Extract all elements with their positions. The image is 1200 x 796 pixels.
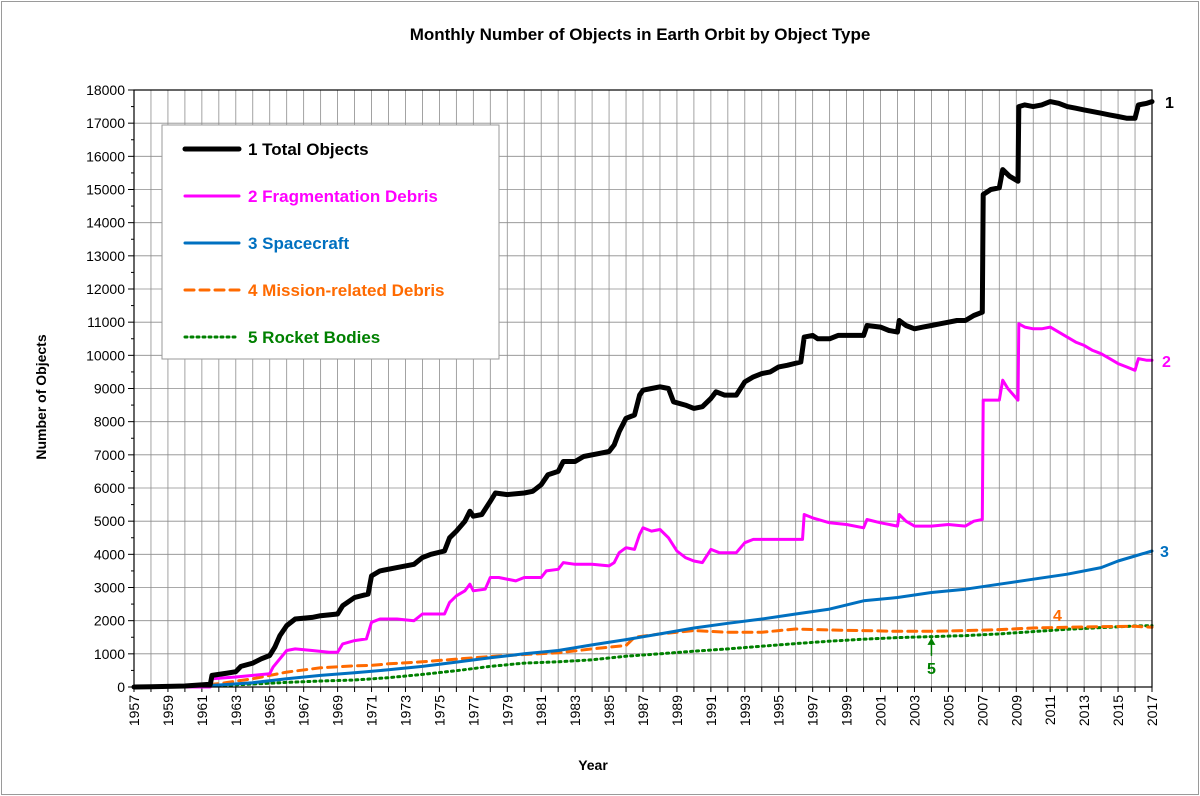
legend-label-frag: 2 Fragmentation Debris [248, 187, 438, 206]
series-end-label-total: 1 [1165, 95, 1174, 112]
x-tick-label: 1989 [669, 695, 685, 726]
x-tick-label: 1977 [465, 695, 481, 726]
axis-ticks: 0 1000 2000 3000 4000 5000 6000 7000 8000 9000 100… [86, 82, 1160, 726]
y-tick-label: 14000 [86, 215, 125, 231]
x-tick-label: 1969 [330, 695, 346, 726]
series-line-frag [132, 322, 1154, 689]
legend-label-spacecraft: 3 Spacecraft [248, 234, 349, 253]
y-tick-label: 4000 [94, 546, 125, 562]
y-tick-label: 11000 [87, 314, 125, 330]
x-tick-label: 1963 [228, 695, 244, 726]
legend-label-total: 1 Total Objects [248, 140, 369, 159]
y-tick-label: 6000 [94, 480, 125, 496]
y-tick-label: 0 [117, 679, 125, 695]
y-axis-label: Number of Objects [33, 334, 49, 459]
x-tick-label: 2015 [1110, 695, 1126, 726]
series-end-label-mission: 4 [1053, 608, 1062, 625]
y-tick-label: 16000 [86, 148, 125, 164]
y-tick-label: 15000 [86, 182, 125, 198]
x-tick-label: 2013 [1076, 695, 1092, 726]
series-line-spacecraft [132, 549, 1154, 689]
x-tick-label: 1997 [805, 695, 821, 726]
y-tick-label: 5000 [94, 513, 125, 529]
y-tick-label: 7000 [94, 447, 125, 463]
x-tick-label: 2003 [906, 695, 922, 726]
y-tick-label: 9000 [94, 381, 125, 397]
x-tick-label: 1985 [601, 695, 617, 726]
plot-area [133, 89, 1153, 688]
x-tick-label: 1983 [567, 695, 583, 726]
y-tick-label: 17000 [86, 115, 125, 131]
x-tick-label: 1961 [194, 695, 210, 726]
series-line-rocket [132, 624, 1154, 689]
y-tick-label: 2000 [94, 613, 125, 629]
x-tick-label: 1987 [635, 695, 651, 726]
x-tick-label: 1981 [533, 695, 549, 726]
series-line-total [131, 99, 1155, 690]
x-tick-label: 2011 [1042, 695, 1058, 725]
series-end-labels: 1 2 3 4 [1053, 95, 1174, 625]
series-end-label-frag: 2 [1162, 354, 1171, 371]
y-tick-label: 18000 [86, 82, 125, 98]
label-5-arrow: 5 [927, 661, 936, 678]
series-lines [131, 99, 1155, 690]
x-tick-label: 1957 [126, 695, 142, 726]
x-tick-label: 1967 [296, 695, 312, 726]
x-tick-label: 1975 [431, 695, 447, 726]
x-tick-label: 2005 [940, 695, 956, 726]
legend-label-rocket: 5 Rocket Bodies [248, 328, 380, 347]
x-tick-label: 1971 [364, 695, 380, 726]
x-tick-label: 2001 [873, 695, 889, 726]
y-tick-label: 12000 [86, 281, 125, 297]
y-tick-label: 3000 [94, 580, 125, 596]
annotations: 5 [927, 637, 936, 678]
y-tick-label: 8000 [94, 414, 125, 430]
x-tick-label: 1991 [703, 695, 719, 726]
x-tick-label: 1979 [499, 695, 515, 726]
legend: 1 Total Objects 2 Fragmentation Debris 3 S… [161, 124, 500, 360]
y-tick-label: 10000 [86, 347, 125, 363]
x-tick-label: 2009 [1008, 695, 1024, 726]
y-tick-label: 1000 [94, 646, 125, 662]
x-tick-label: 1959 [160, 695, 176, 726]
annotation-arrow-head [927, 637, 936, 645]
x-tick-label: 1973 [397, 695, 413, 726]
x-tick-label: 1999 [839, 695, 855, 726]
x-tick-label: 2017 [1144, 695, 1160, 726]
chart-title: Monthly Number of Objects in Earth Orbit… [410, 25, 871, 44]
x-tick-label: 1965 [262, 695, 278, 726]
series-end-label-spacecraft: 3 [1160, 544, 1169, 561]
y-tick-label: 13000 [86, 248, 125, 264]
x-tick-label: 1995 [771, 695, 787, 726]
x-tick-label: 2007 [974, 695, 990, 726]
x-tick-label: 1993 [737, 695, 753, 726]
legend-label-mission: 4 Mission-related Debris [248, 281, 445, 300]
x-axis-label: Year [578, 757, 608, 773]
